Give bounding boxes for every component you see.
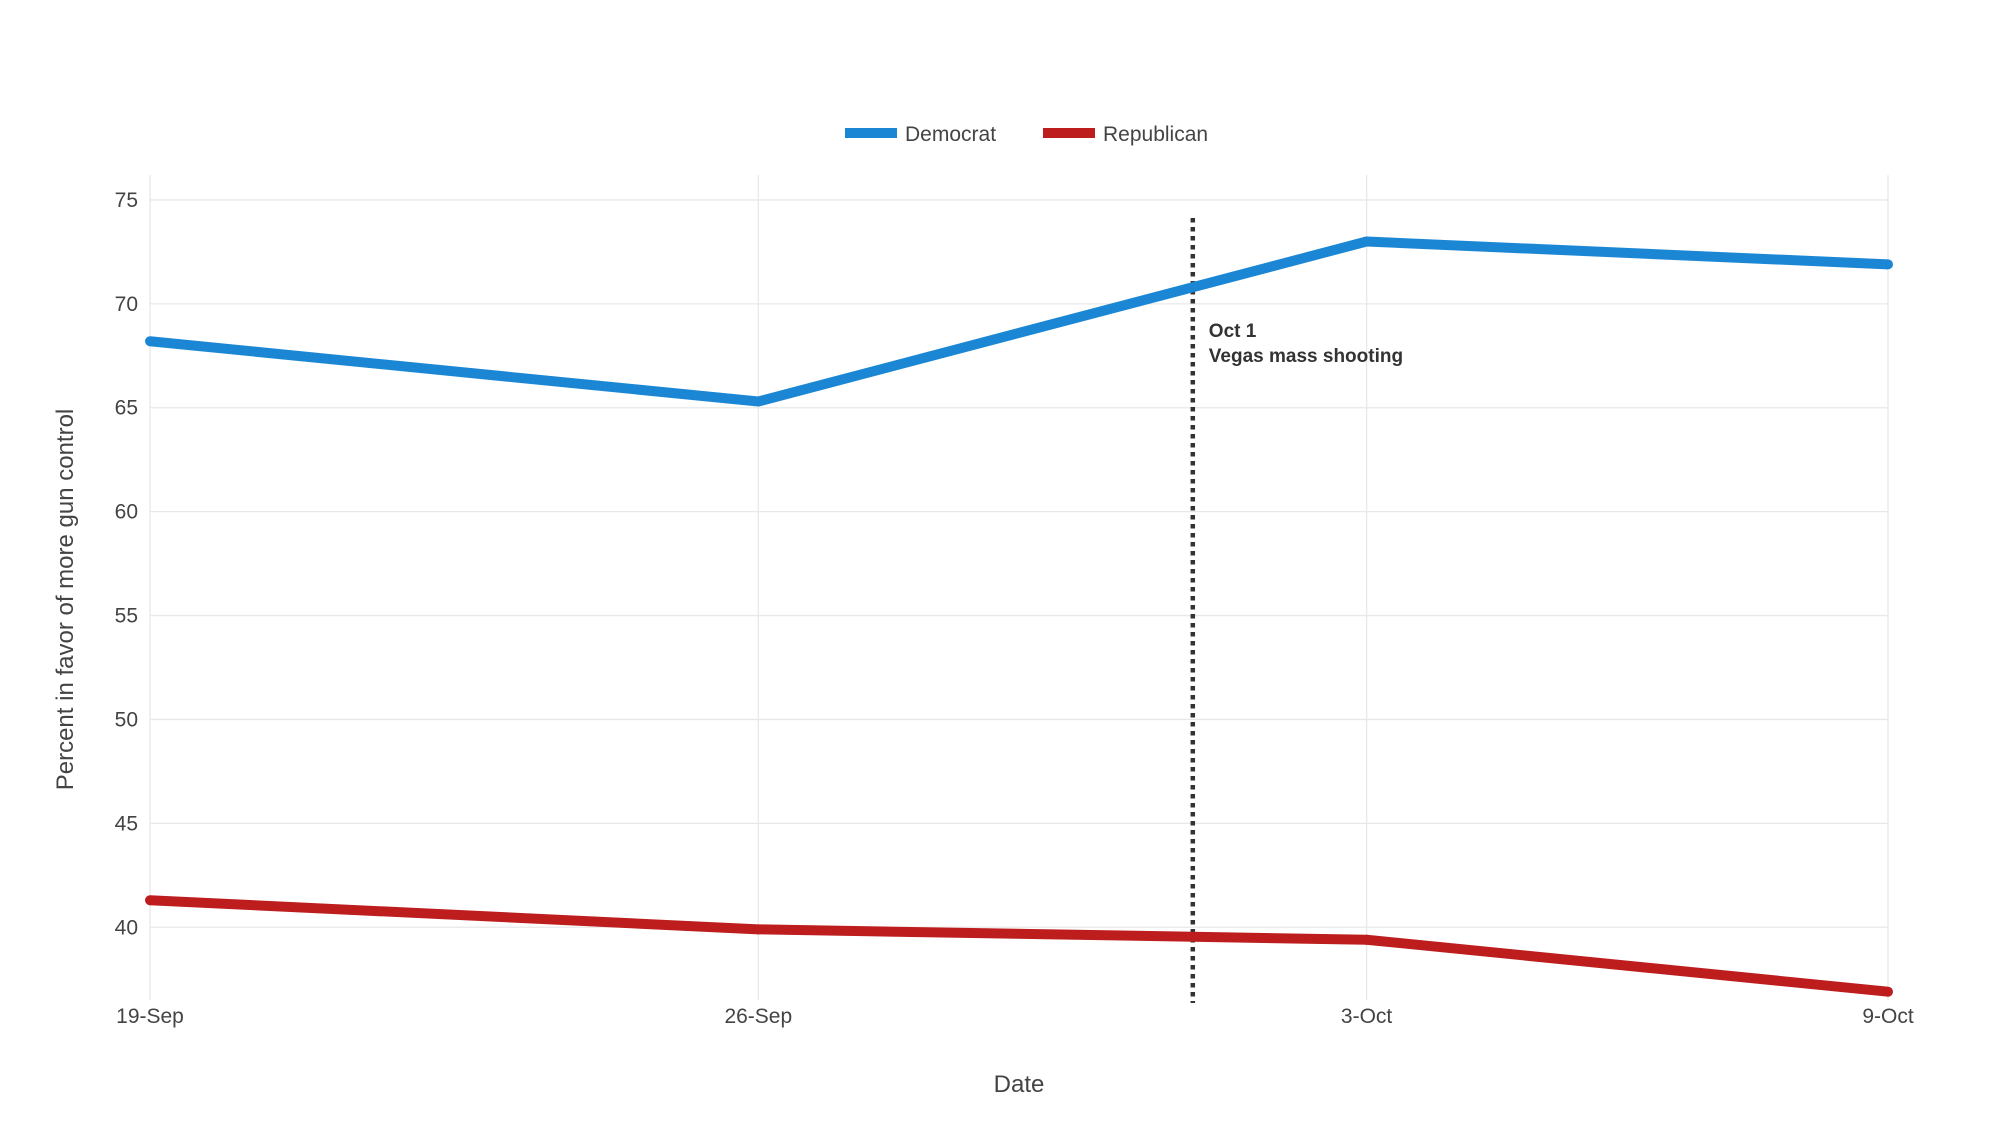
legend-label-democrat: Democrat [905, 123, 996, 146]
y-tick-label: 70 [115, 293, 138, 316]
data-series [145, 236, 1893, 997]
axis-ticks: 40 45 50 55 60 65 70 75 19-Sep 26-Sep 3-Oct 9-Oct [115, 189, 1914, 1028]
data-point-democrat [1361, 236, 1372, 247]
x-tick-label: 9-Oct [1862, 1005, 1914, 1028]
y-tick-label: 50 [115, 708, 138, 731]
x-tick-label: 19-Sep [116, 1005, 184, 1028]
data-point-republican [1883, 986, 1893, 997]
x-tick-label: 26-Sep [724, 1005, 792, 1028]
event-annotation: Oct 1 Vegas mass shooting [1190, 218, 1403, 1003]
y-tick-label: 65 [115, 397, 138, 420]
gridlines [149, 175, 1889, 1000]
data-point-democrat [145, 336, 155, 347]
y-tick-label: 40 [115, 916, 138, 939]
series-line-democrat [149, 236, 1889, 407]
y-tick-label: 75 [115, 189, 138, 212]
annotation-label: Vegas mass shooting [1209, 346, 1403, 367]
series-line-republican [149, 895, 1889, 997]
y-axis-title: Percent in favor of more gun control [52, 409, 79, 791]
annotation-date: Oct 1 [1209, 321, 1257, 342]
data-point-republican [753, 924, 764, 935]
data-point-democrat [1883, 259, 1893, 270]
data-point-republican [145, 895, 155, 906]
y-tick-label: 60 [115, 501, 138, 524]
y-tick-label: 45 [115, 812, 138, 835]
data-point-republican [1361, 934, 1372, 945]
data-point-democrat [753, 396, 764, 407]
x-tick-label: 3-Oct [1341, 1005, 1393, 1028]
legend: Democrat Republican [845, 123, 1208, 146]
x-axis-title: Date [994, 1071, 1045, 1098]
legend-label-republican: Republican [1103, 123, 1208, 146]
y-tick-label: 55 [115, 605, 138, 628]
